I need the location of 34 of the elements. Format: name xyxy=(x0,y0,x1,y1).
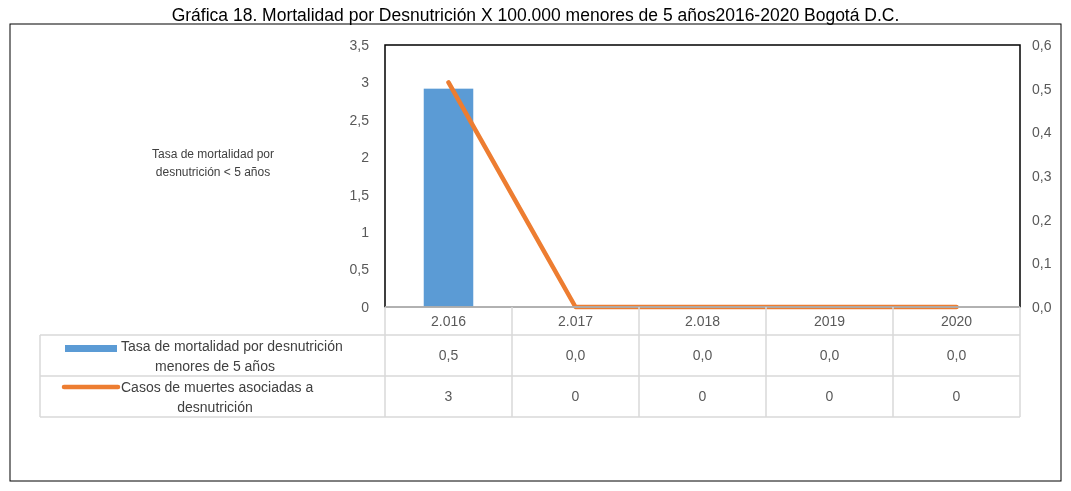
data-label: 0,0 xyxy=(692,347,713,364)
y2-tick-label: 0,1 xyxy=(1032,255,1052,272)
y-tick-label: 0 xyxy=(361,298,370,315)
data-label: 3 xyxy=(444,388,453,405)
y-tick-label: 3,5 xyxy=(349,36,370,53)
y-tick-label: 1,5 xyxy=(349,186,370,203)
x-tick-label: 2.018 xyxy=(684,312,721,329)
y-tick-label: 0,5 xyxy=(349,261,370,278)
legend-label: Casos de muertes asociadas a desnutrición xyxy=(121,379,314,415)
chart-title: Gráfica 18. Mortalidad por Desnutrición X 100.000 menores de 5 años2016-2020 Bogotá D.C. xyxy=(171,5,900,25)
data-label: 0 xyxy=(698,388,707,405)
y-tick-label: 2 xyxy=(361,149,370,166)
legend-label: Tasa de mortalidad por desnutrición menores de 5 años xyxy=(121,338,343,374)
data-label: 0 xyxy=(952,388,961,405)
y-tick-label: 2,5 xyxy=(349,111,370,128)
y-tick-label: 3 xyxy=(361,74,370,91)
text: Tasa de mortalidad por desnutrición < 5 años xyxy=(151,147,275,179)
data-label: 0 xyxy=(571,388,580,405)
y2-tick-label: 0,0 xyxy=(1032,298,1052,315)
data-label: 0,0 xyxy=(819,347,840,364)
data-label: 0,0 xyxy=(565,347,586,364)
x-tick-label: 2.016 xyxy=(430,312,467,329)
x-tick-label: 2019 xyxy=(813,312,846,329)
y2-tick-label: 0,6 xyxy=(1032,36,1052,53)
x-tick-label: 2.017 xyxy=(557,312,594,329)
data-label: 0,5 xyxy=(438,347,459,364)
y-tick-label: 1 xyxy=(361,224,370,241)
y2-tick-label: 0,3 xyxy=(1032,167,1052,184)
y2-tick-label: 0,4 xyxy=(1032,124,1052,141)
data-label: 0,0 xyxy=(946,347,967,364)
x-tick-label: 2020 xyxy=(940,312,973,329)
y2-tick-label: 0,5 xyxy=(1032,80,1052,97)
y2-tick-label: 0,2 xyxy=(1032,211,1052,228)
data-label: 0 xyxy=(825,388,834,405)
